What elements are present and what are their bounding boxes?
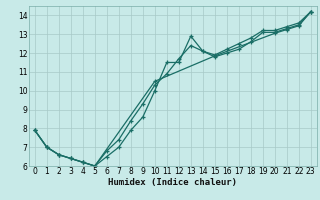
X-axis label: Humidex (Indice chaleur): Humidex (Indice chaleur) xyxy=(108,178,237,187)
